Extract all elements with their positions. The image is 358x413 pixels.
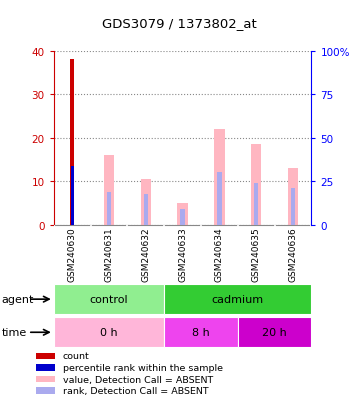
Bar	[164, 318, 238, 347]
Text: value, Detection Call = ABSENT: value, Detection Call = ABSENT	[63, 375, 213, 384]
Text: GDS3079 / 1373802_at: GDS3079 / 1373802_at	[102, 17, 256, 29]
Bar	[288, 169, 298, 225]
Text: GSM240634: GSM240634	[215, 227, 224, 281]
Text: agent: agent	[2, 294, 34, 304]
Text: GSM240633: GSM240633	[178, 227, 187, 281]
Text: rank, Detection Call = ABSENT: rank, Detection Call = ABSENT	[63, 386, 208, 395]
Text: GSM240630: GSM240630	[68, 227, 77, 281]
Bar	[141, 180, 151, 225]
Text: GSM240636: GSM240636	[289, 227, 297, 281]
Bar	[214, 130, 224, 225]
Bar	[54, 318, 164, 347]
Text: count: count	[63, 351, 90, 361]
Bar	[238, 318, 311, 347]
Bar	[70, 60, 74, 225]
Text: GSM240635: GSM240635	[252, 227, 261, 281]
Text: 0 h: 0 h	[100, 328, 118, 337]
Bar	[217, 173, 222, 225]
Bar	[178, 204, 188, 225]
Bar	[291, 188, 295, 225]
Text: 20 h: 20 h	[262, 328, 287, 337]
Text: time: time	[2, 328, 27, 337]
Text: cadmium: cadmium	[212, 294, 264, 304]
Text: GSM240632: GSM240632	[141, 227, 150, 281]
Text: percentile rank within the sample: percentile rank within the sample	[63, 363, 223, 372]
Text: 8 h: 8 h	[192, 328, 210, 337]
Bar	[254, 184, 258, 225]
Bar	[71, 166, 74, 225]
Text: control: control	[90, 294, 128, 304]
Bar	[104, 156, 114, 225]
Bar	[164, 285, 311, 314]
Bar	[107, 192, 111, 225]
Bar	[180, 210, 185, 225]
Bar	[54, 285, 164, 314]
Bar	[144, 195, 148, 225]
Text: GSM240631: GSM240631	[105, 227, 113, 281]
Bar	[251, 145, 261, 225]
